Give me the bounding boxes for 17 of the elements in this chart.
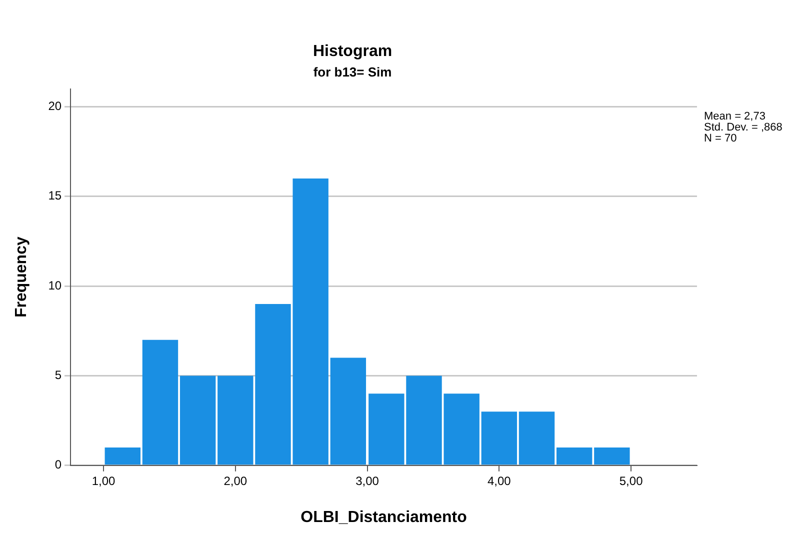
- x-axis-title: OLBI_Distanciamento: [300, 508, 468, 526]
- x-tick-label: 3,00: [356, 474, 380, 488]
- x-tick-label: 2,00: [224, 474, 248, 488]
- text: Mean = 2,73: [704, 110, 766, 122]
- y-tick-label: 10: [48, 278, 62, 292]
- chart-title: Histogram: [312, 43, 392, 60]
- x-tick-label: 4,00: [487, 474, 512, 488]
- text: Std. Dev. = ,868: [704, 121, 782, 134]
- chart-subtitle: for b13= Sim: [313, 64, 392, 80]
- text: N = 70: [704, 132, 737, 144]
- y-tick-label: 15: [48, 188, 62, 203]
- y-tick-label: 20: [48, 99, 62, 114]
- y-axis-title: Frequency: [13, 236, 30, 318]
- x-tick-label: 1,00: [92, 474, 116, 488]
- y-tick-label: 5: [54, 368, 62, 382]
- y-tick-label: 0: [54, 458, 62, 472]
- x-tick-label: 5,00: [619, 474, 644, 488]
